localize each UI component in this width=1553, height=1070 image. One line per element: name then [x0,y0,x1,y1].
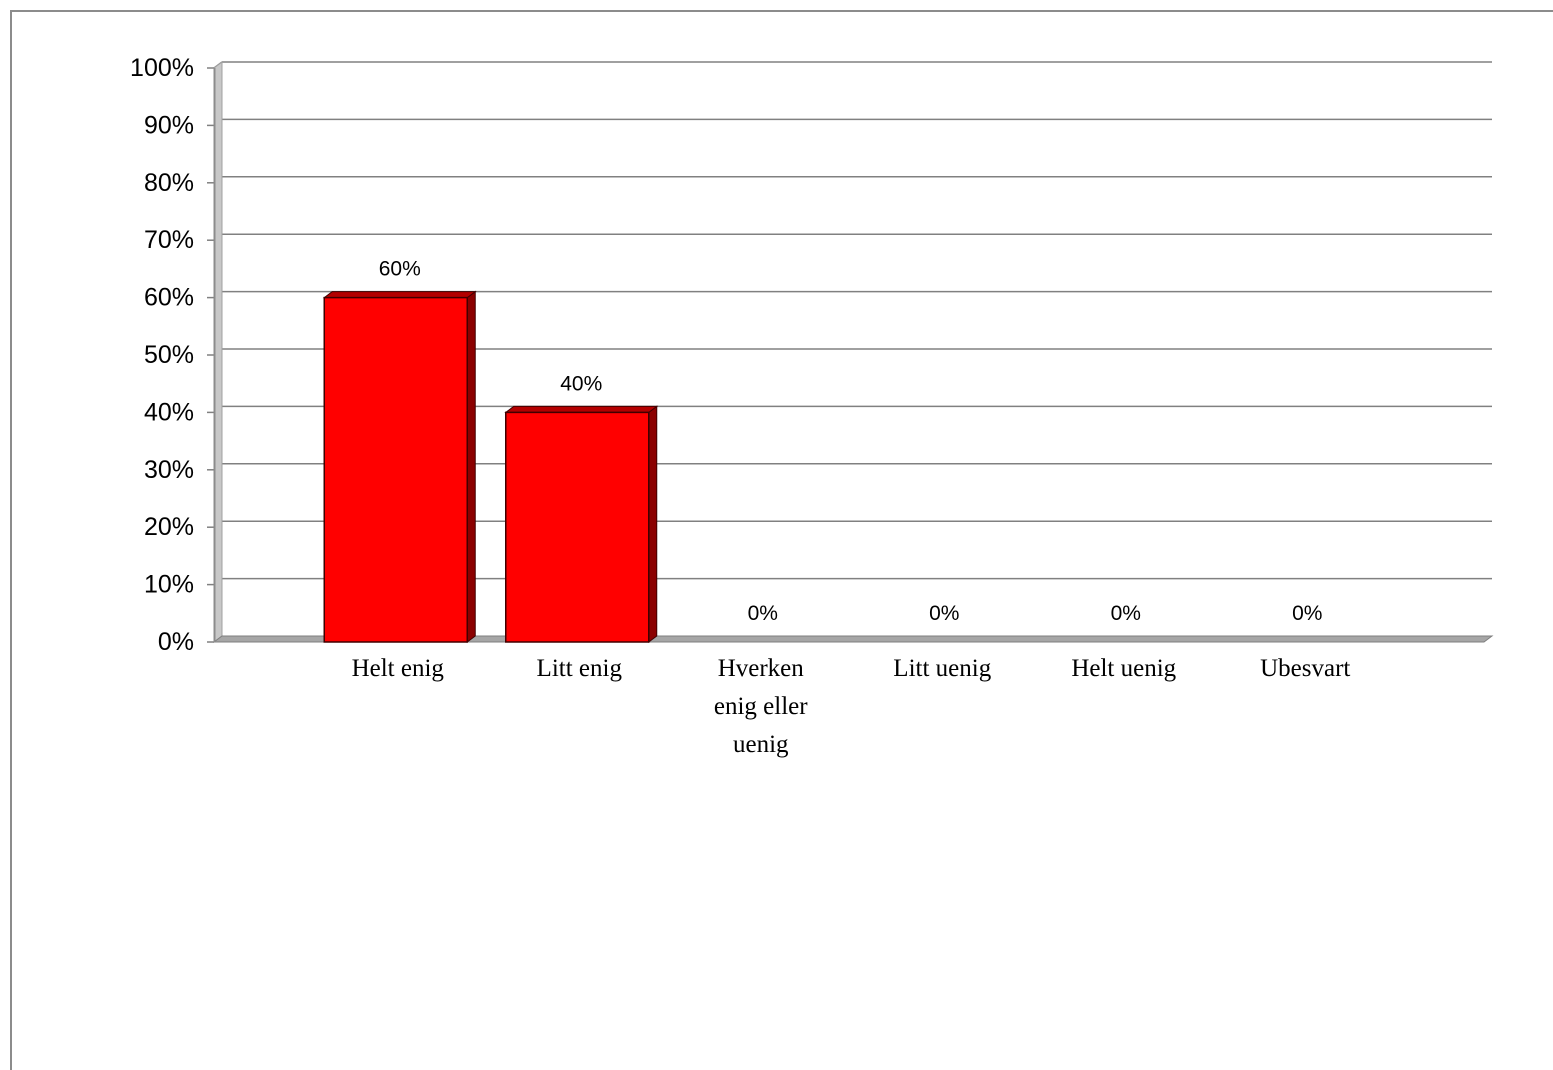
y-tick-label: 50% [144,341,194,369]
y-tick-label: 10% [144,571,194,599]
chart-frame [10,10,1553,1070]
data-label: 0% [748,602,778,625]
y-tick-label: 30% [144,456,194,484]
x-category-label: Helt uenig [1071,655,1176,682]
data-label: 60% [379,258,421,281]
data-label: 0% [1292,602,1322,625]
data-label: 0% [929,602,959,625]
bar-chart: 0% 10% 20% 30% 40% 50% 60% 70% 80% 90% 100% 60% Helt… [130,54,1494,758]
labels: 0% 10% 20% 30% 40% 50% 60% 70% 80% 90% 100% 60% Helt… [130,54,1350,758]
y-tick-label: 90% [144,111,194,139]
bars [322,290,659,643]
bar-top [322,291,477,299]
data-label: 40% [560,372,602,395]
x-category-label: Litt uenig [893,655,991,682]
y-tick-label: 80% [144,169,194,197]
x-category-label: Helt enig [352,655,445,682]
y-tick-label: 0% [158,628,194,656]
data-label: 0% [1111,602,1141,625]
bar-side [648,405,658,643]
x-category-label: Ubesvart [1260,655,1350,682]
y-tick-label: 20% [144,513,194,541]
bar-top [504,405,659,413]
y-tick-label: 100% [130,54,194,82]
x-category-label: Litt enig [537,655,623,682]
y-tick-label: 60% [144,284,194,312]
bar [323,296,468,643]
y-tick-label: 70% [144,226,194,254]
bar-side [466,290,476,643]
x-category-label: Hverken enig eller uenig [714,655,808,758]
bar [505,411,650,643]
gridlines [213,61,1492,586]
y-tick-label: 40% [144,398,194,426]
